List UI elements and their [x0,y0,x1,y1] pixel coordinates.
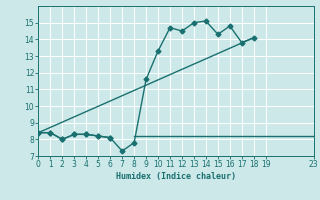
X-axis label: Humidex (Indice chaleur): Humidex (Indice chaleur) [116,172,236,181]
